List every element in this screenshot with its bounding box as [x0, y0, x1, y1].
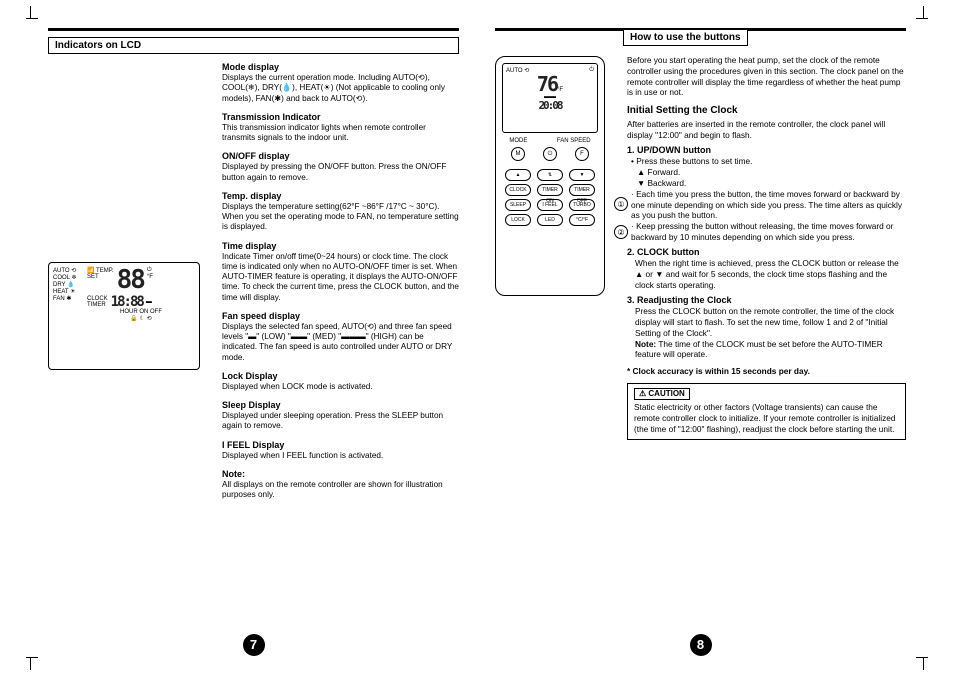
temp-unit: °F — [147, 274, 153, 280]
clock-intro: After batteries are inserted in the remo… — [627, 119, 906, 141]
temp-value: 88 — [117, 267, 144, 293]
accuracy-note: * Clock accuracy is within 15 seconds pe… — [627, 366, 906, 377]
callout-1: ① — [614, 197, 628, 211]
descriptions-column: Mode displayDisplays the current operati… — [222, 62, 459, 626]
down-button[interactable]: ▼ — [569, 169, 595, 181]
step1-bwd: ▼ Backward. — [627, 178, 906, 189]
lock-button[interactable]: LOCK — [505, 214, 531, 226]
remote-screen: AUTO ⟲⏻ 76°F ▬▬ 20:08 — [502, 63, 598, 133]
desc-transmission: Transmission IndicatorThis transmission … — [222, 112, 459, 144]
step1-fwd: ▲ Forward. — [627, 167, 906, 178]
step1-lead: Press these buttons to set time. — [631, 156, 906, 167]
up-button[interactable]: ▲ — [505, 169, 531, 181]
page-left: Indicators on LCD AUTO ⟲ COOL ❄ DRY 💧 HE… — [48, 28, 459, 656]
lcd-display: AUTO ⟲ COOL ❄ DRY 💧 HEAT ☀ FAN ✱ 📶 TEMP.… — [48, 262, 200, 370]
timer-off-button[interactable]: TIMER OFF — [569, 184, 595, 196]
step1-title: 1. UP/DOWN button — [627, 145, 906, 157]
lcd-diagram-column: AUTO ⟲ COOL ❄ DRY 💧 HEAT ☀ FAN ✱ 📶 TEMP.… — [48, 62, 208, 626]
fan-button[interactable]: F — [575, 147, 589, 161]
page-right: How to use the buttons AUTO ⟲⏻ 76°F ▬▬ 2… — [495, 28, 906, 656]
desc-sleep: Sleep DisplayDisplayed under sleeping op… — [222, 400, 459, 432]
page-number-right: 8 — [690, 634, 712, 656]
right-text-column: Before you start operating the heat pump… — [627, 37, 906, 440]
power-button[interactable]: ⏻ — [543, 147, 557, 161]
set-label: SET — [87, 274, 114, 280]
unit-button[interactable]: °C/°F — [569, 214, 595, 226]
page-spread: Indicators on LCD AUTO ⟲ COOL ❄ DRY 💧 HE… — [48, 28, 906, 656]
desc-mode: Mode displayDisplays the current operati… — [222, 62, 459, 104]
remote-column: How to use the buttons AUTO ⟲⏻ 76°F ▬▬ 2… — [495, 37, 613, 440]
mode-fan: FAN — [53, 296, 65, 302]
timer-on-button[interactable]: TIMER ON — [537, 184, 563, 196]
mode-button[interactable]: M — [511, 147, 525, 161]
desc-onoff: ON/OFF displayDisplayed by pressing the … — [222, 151, 459, 183]
timer-label: TIMER — [87, 302, 108, 308]
section-title-right: How to use the buttons — [623, 29, 748, 46]
swing-button[interactable]: ⇅ — [537, 169, 563, 181]
step1-note1: Each time you press the button, the time… — [631, 189, 902, 221]
section-title-left: Indicators on LCD — [48, 37, 459, 54]
step2-body: When the right time is achieved, press t… — [627, 258, 906, 290]
desc-ifeel: I FEEL DisplayDisplayed when I FEEL func… — [222, 440, 459, 461]
desc-note: Note:All displays on the remote controll… — [222, 469, 459, 501]
ifeel-button[interactable]: I FEEL — [537, 199, 563, 211]
clock-title: Initial Setting the Clock — [627, 104, 906, 117]
step1-note2: Keep pressing the button without releasi… — [631, 221, 893, 242]
desc-temp: Temp. displayDisplays the temperature se… — [222, 191, 459, 233]
clock-button[interactable]: CLOCK — [505, 184, 531, 196]
caution-label: ⚠ CAUTION — [634, 388, 690, 400]
time-value: 18:88 — [111, 295, 143, 309]
remote-controller: AUTO ⟲⏻ 76°F ▬▬ 20:08 MODE FAN SPEED M ⏻… — [495, 56, 605, 296]
desc-time: Time displayIndicate Timer on/off time(0… — [222, 241, 459, 303]
caution-body: Static electricity or other factors (Vol… — [634, 402, 899, 434]
led-button[interactable]: LED — [537, 214, 563, 226]
turbo-button[interactable]: TURBO — [569, 199, 595, 211]
step3-body: Press the CLOCK button on the remote con… — [627, 306, 906, 338]
step3-title: 3. Readjusting the Clock — [627, 295, 906, 307]
caution-box: ⚠ CAUTION Static electricity or other fa… — [627, 383, 906, 440]
callout-2: ② — [614, 225, 628, 239]
page-number-left: 7 — [243, 634, 265, 656]
step2-title: 2. CLOCK button — [627, 247, 906, 259]
sleep-button[interactable]: SLEEP — [505, 199, 531, 211]
desc-fanspeed: Fan speed displayDisplays the selected f… — [222, 311, 459, 363]
intro-text: Before you start operating the heat pump… — [627, 55, 906, 98]
desc-lock: Lock DisplayDisplayed when LOCK mode is … — [222, 371, 459, 392]
